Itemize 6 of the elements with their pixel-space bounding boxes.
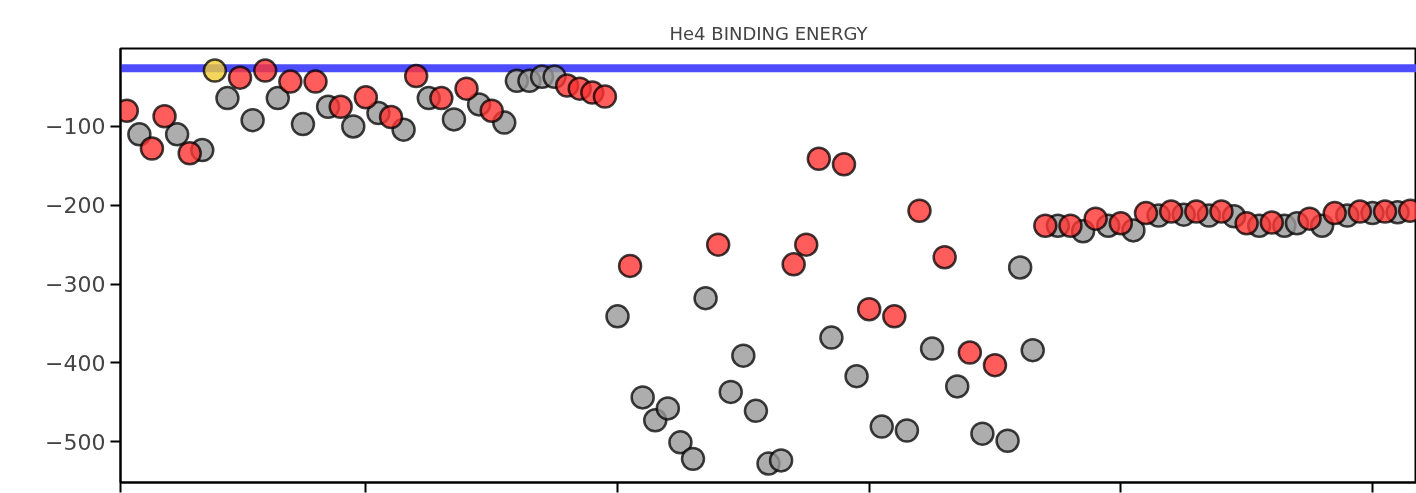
y-tick-label: −300 bbox=[45, 272, 106, 298]
y-tick-label: −100 bbox=[45, 114, 106, 140]
y-tick-label: −500 bbox=[45, 429, 106, 455]
y-tick-label: −200 bbox=[45, 193, 106, 219]
y-tick-label: −400 bbox=[45, 350, 106, 376]
chart-title: He4 BINDING ENERGY bbox=[669, 22, 869, 44]
